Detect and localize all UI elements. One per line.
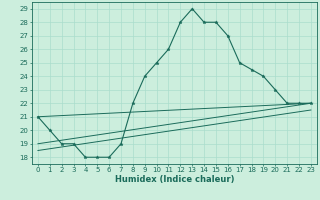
X-axis label: Humidex (Indice chaleur): Humidex (Indice chaleur)	[115, 175, 234, 184]
